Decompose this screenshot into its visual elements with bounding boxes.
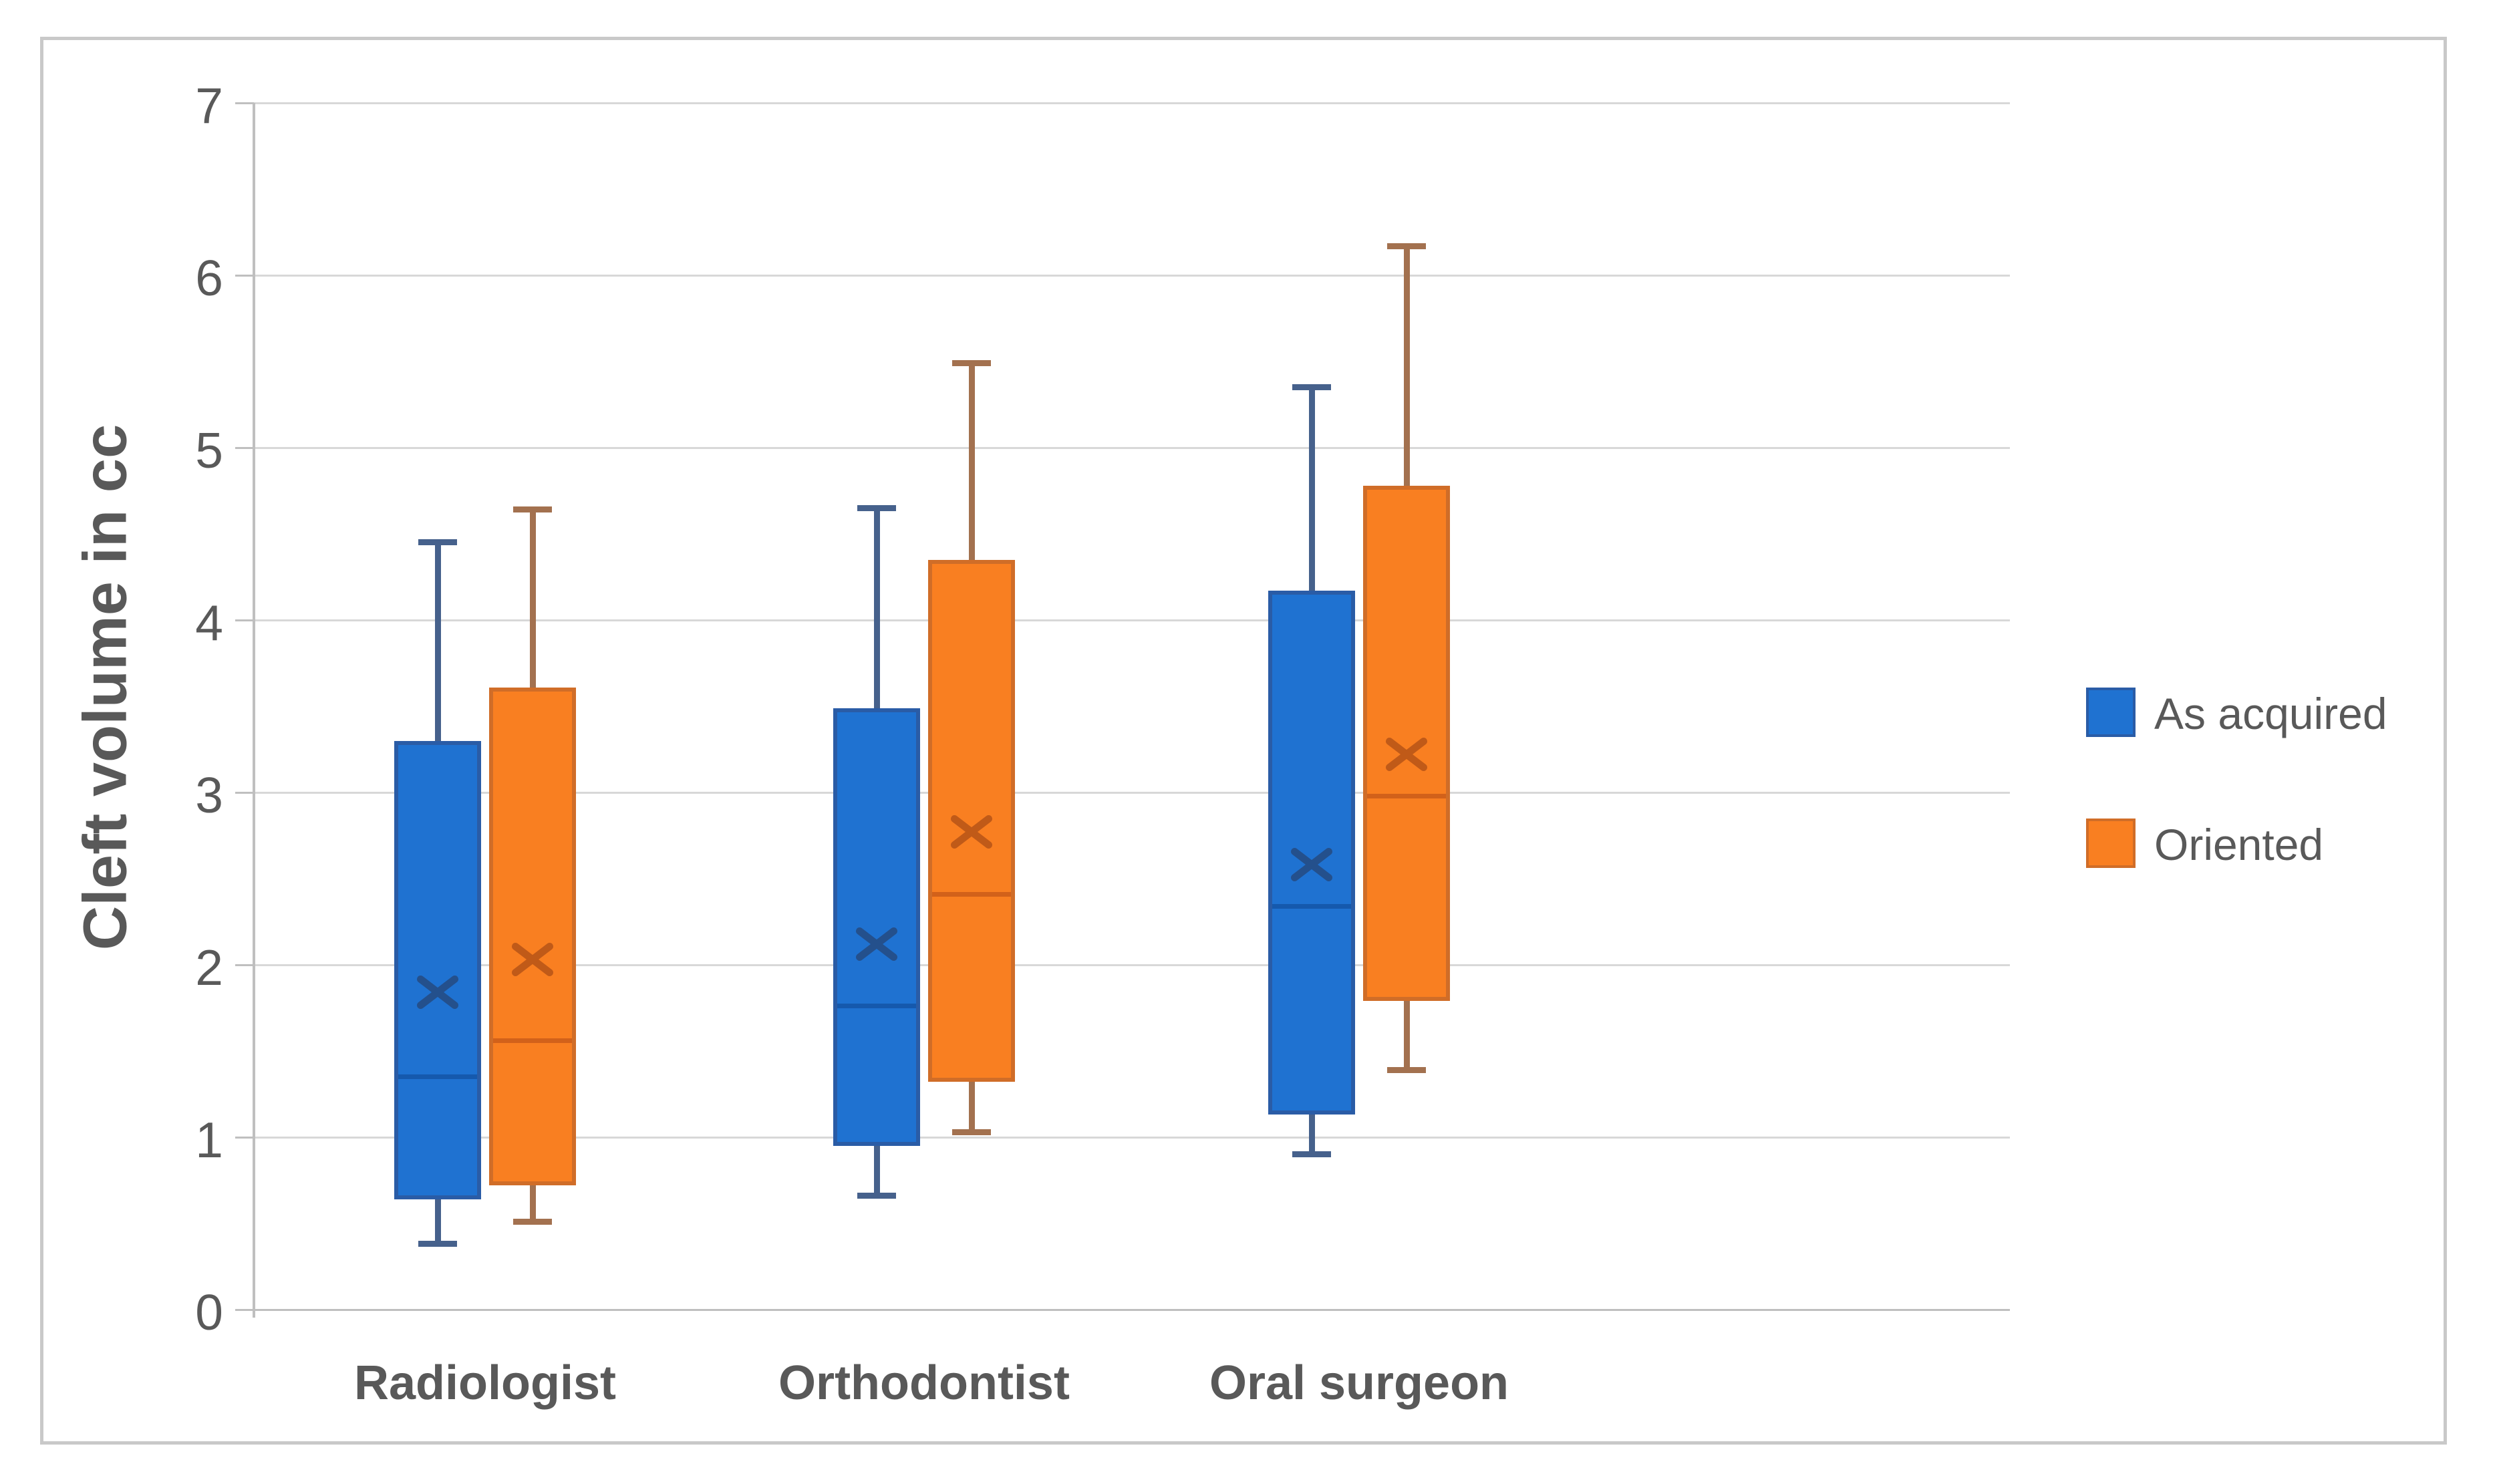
mean-x-marker: [416, 975, 459, 1010]
whisker-line-lower: [1403, 1001, 1410, 1070]
whisker-cap-max: [513, 506, 552, 513]
box-iqr: [833, 708, 920, 1146]
y-tick-label: 6: [195, 249, 223, 306]
y-tick: [235, 446, 254, 449]
y-tick-label: 0: [195, 1284, 223, 1340]
mean-x-marker: [1385, 737, 1428, 772]
whisker-line-lower: [1308, 1115, 1315, 1155]
gridline: [254, 102, 2010, 104]
median-line: [1272, 903, 1351, 909]
y-axis-line: [253, 103, 255, 1318]
whisker-line-lower: [968, 1082, 975, 1133]
y-tick-label: 3: [195, 766, 223, 823]
whisker-cap-min: [952, 1129, 991, 1135]
whisker-cap-min: [857, 1193, 896, 1199]
whisker-line-upper: [968, 363, 975, 560]
median-line: [1367, 793, 1446, 798]
whisker-line-lower: [434, 1199, 441, 1244]
median-line: [398, 1074, 477, 1080]
category-label-oral-surgeon: Oral surgeon: [1209, 1356, 1509, 1410]
y-tick: [235, 102, 254, 104]
median-line: [837, 1004, 916, 1009]
whisker-cap-min: [1292, 1151, 1331, 1158]
whisker-cap-max: [857, 504, 896, 511]
whisker-line-lower: [873, 1145, 880, 1196]
y-tick-label: 2: [195, 939, 223, 996]
y-tick-label: 1: [195, 1111, 223, 1168]
whisker-cap-max: [418, 539, 457, 546]
legend-label: Oriented: [2154, 820, 2324, 869]
box-iqr: [1363, 485, 1450, 1002]
box-iqr: [489, 687, 576, 1186]
box-iqr: [928, 559, 1015, 1082]
mean-x-glyph: [951, 815, 992, 849]
whisker-cap-max: [1387, 243, 1426, 249]
y-tick: [235, 791, 254, 794]
gridline: [254, 1136, 2010, 1139]
whisker-line-upper: [873, 508, 880, 708]
legend-label: As acquired: [2154, 689, 2387, 738]
y-tick: [235, 274, 254, 277]
gridline: [254, 274, 2010, 277]
median-line: [932, 891, 1011, 897]
mean-x-marker: [855, 927, 898, 961]
mean-x-glyph: [1386, 738, 1427, 772]
mean-x-glyph: [1291, 848, 1332, 882]
legend-swatch-as-acquired: [2086, 688, 2136, 737]
gridline: [254, 963, 2010, 966]
whisker-line-upper: [1308, 387, 1315, 591]
y-tick: [235, 1308, 254, 1311]
y-tick-label: 7: [195, 77, 223, 134]
mean-x-marker: [1290, 847, 1333, 882]
whisker-line-lower: [529, 1185, 536, 1222]
y-tick-label: 4: [195, 594, 223, 651]
y-tick: [235, 963, 254, 966]
x-axis-line: [254, 1308, 2010, 1311]
whisker-line-upper: [434, 542, 441, 741]
mean-x-marker: [950, 814, 993, 849]
mean-x-glyph: [512, 943, 553, 977]
gridline: [254, 446, 2010, 449]
whisker-cap-max: [1292, 384, 1331, 391]
gridline: [254, 791, 2010, 794]
legend-swatch-oriented: [2086, 819, 2136, 868]
mean-x-glyph: [856, 927, 897, 961]
category-label-orthodontist: Orthodontist: [778, 1356, 1070, 1410]
whisker-cap-min: [418, 1241, 457, 1247]
median-line: [493, 1038, 572, 1044]
box-iqr: [1268, 591, 1355, 1115]
y-tick: [235, 1136, 254, 1139]
whisker-cap-min: [513, 1218, 552, 1225]
gridline: [254, 619, 2010, 621]
whisker-line-upper: [529, 509, 536, 688]
figure-border: [40, 37, 2447, 1445]
box-iqr: [394, 740, 481, 1199]
mean-x-glyph: [417, 976, 458, 1010]
whisker-line-upper: [1403, 246, 1410, 486]
whisker-cap-max: [952, 360, 991, 367]
y-axis-title: Cleft volume in cc: [71, 424, 140, 951]
whisker-cap-min: [1387, 1066, 1426, 1073]
y-tick-label: 5: [195, 422, 223, 478]
mean-x-marker: [511, 942, 554, 977]
category-label-radiologist: Radiologist: [354, 1356, 616, 1410]
y-tick: [235, 619, 254, 621]
